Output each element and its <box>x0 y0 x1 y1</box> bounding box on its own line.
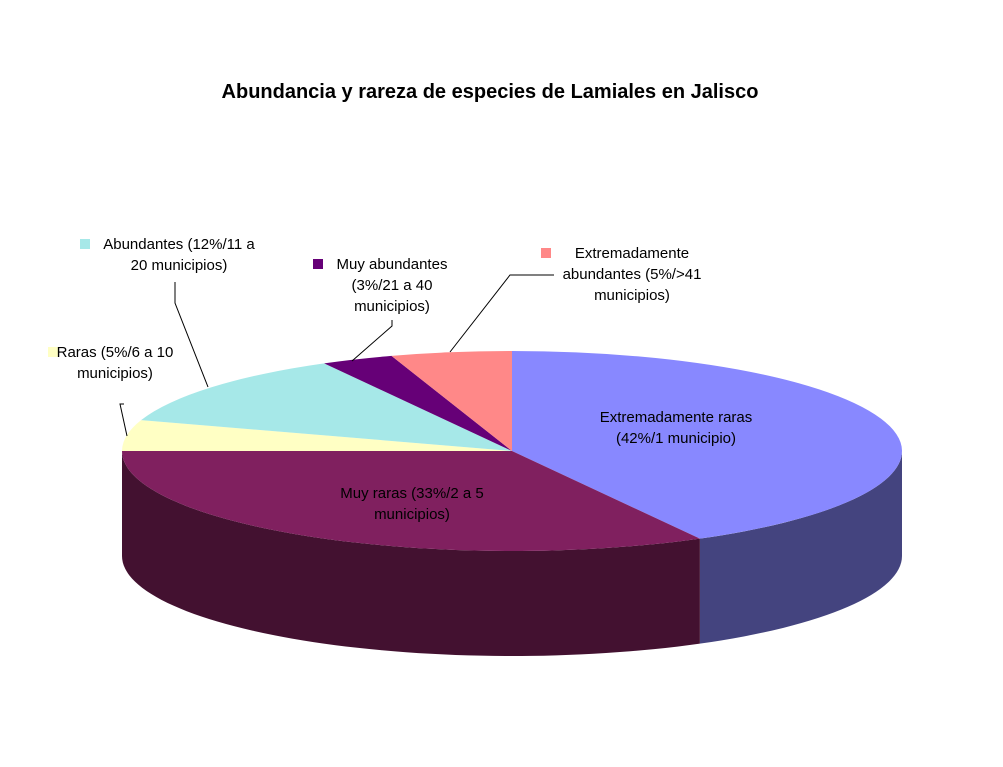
slice-label-line: Extremadamente raras <box>600 409 753 426</box>
slice-label-extremadamente-raras: Extremadamente raras (42%/1 municipio) <box>600 409 753 447</box>
slice-raras <box>122 420 512 451</box>
legend-key-muy-abundantes <box>313 259 323 269</box>
slice-muy-abundantes <box>324 355 512 451</box>
slice-extremadamente-raras <box>512 351 902 539</box>
slice-label-line: Muy raras (33%/2 a 5 <box>340 485 483 502</box>
slice-label-muy-raras: Muy raras (33%/2 a 5 municipios) <box>340 485 483 523</box>
pie-sides <box>122 451 903 656</box>
pie-slices <box>122 351 902 552</box>
leader-line-abundantes <box>174 282 209 388</box>
slice-label-line: Muy abundantes <box>337 256 448 273</box>
legend-key-abundantes <box>80 239 90 249</box>
slice-side-extremadamente-raras <box>699 451 903 644</box>
slice-label-line: Raras (5%/6 a 10 <box>57 344 174 361</box>
slice-label-muy-abundantes: Muy abundantes (3%/21 a 40 municipios) <box>337 256 448 315</box>
slice-extremadamente-abundantes <box>391 351 512 451</box>
slice-label-line: Extremadamente <box>575 245 689 262</box>
slice-label-line: municipios) <box>594 287 670 304</box>
leader-line-muy-abundantes <box>351 320 393 362</box>
slice-abundantes <box>141 363 512 451</box>
slice-label-line: 20 municipios) <box>131 257 228 274</box>
slice-label-raras: Raras (5%/6 a 10 municipios) <box>57 344 174 382</box>
legend-key-extremadamente-abundantes <box>541 248 551 258</box>
chart-title: Abundancia y rareza de especies de Lamia… <box>222 81 759 103</box>
legend-key-raras <box>48 347 58 357</box>
leader-lines <box>119 274 554 437</box>
slice-label-line: abundantes (5%/>41 <box>563 266 702 283</box>
leader-line-raras <box>119 403 128 437</box>
slice-label-line: municipios) <box>77 365 153 382</box>
slice-label-extremadamente-abundantes: Extremadamente abundantes (5%/>41 municipi… <box>563 245 702 304</box>
slice-label-abundantes: Abundantes (12%/11 a 20 municipios) <box>103 236 255 274</box>
slice-label-line: (3%/21 a 40 <box>352 277 433 294</box>
slice-label-line: municipios) <box>354 298 430 315</box>
slice-label-line: municipios) <box>374 506 450 523</box>
slice-label-line: Abundantes (12%/11 a <box>103 236 255 253</box>
slice-label-line: (42%/1 municipio) <box>616 430 736 447</box>
slice-side-muy-raras <box>122 451 700 656</box>
slice-muy-raras <box>122 451 700 552</box>
slice-labels: Extremadamente raras (42%/1 municipio) Muy… <box>48 236 752 523</box>
leader-line-extremadamente-abundantes <box>449 274 554 353</box>
